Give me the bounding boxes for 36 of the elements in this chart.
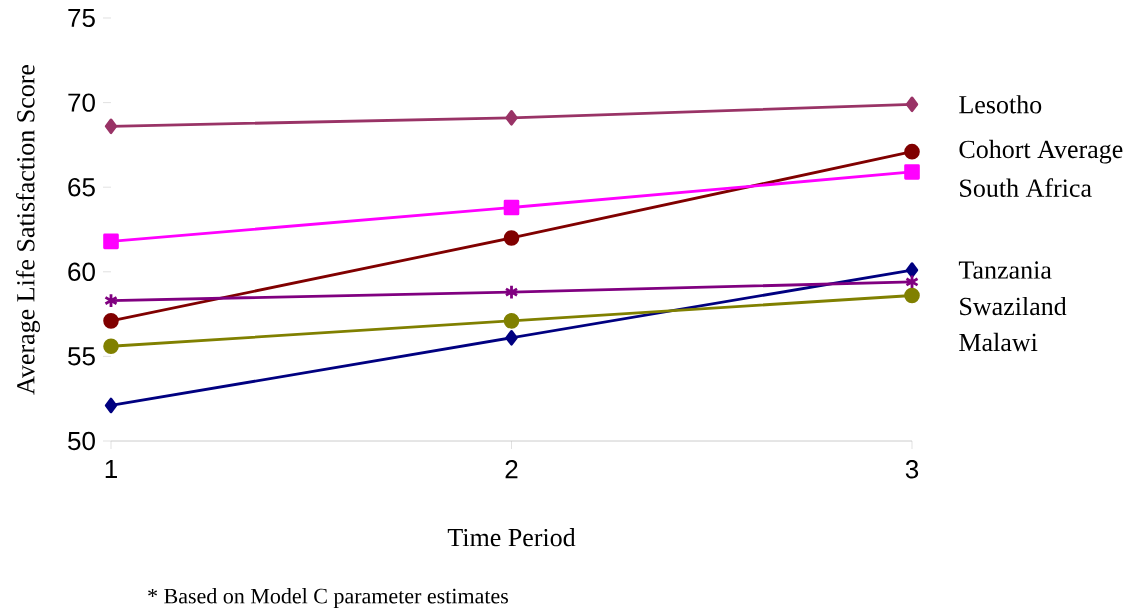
y-tick-label: 75 — [68, 8, 95, 28]
series-label: Tanzania — [958, 261, 1052, 279]
y-tick-label: 65 — [68, 177, 95, 197]
x-tick-label: 2 — [505, 460, 518, 479]
x-axis-title: Time Period — [447, 528, 576, 547]
text: * Based on Model C parameter estimates — [148, 588, 508, 608]
point — [103, 313, 119, 329]
text: Malawi — [959, 332, 1038, 352]
point — [505, 110, 518, 126]
point — [905, 274, 919, 290]
x-tick-label: 1 — [105, 460, 117, 478]
y-tick-label: 55 — [68, 347, 95, 366]
y-tick-label: 60 — [68, 262, 95, 281]
series-label: Cohort Average — [959, 139, 1123, 164]
point — [503, 199, 520, 216]
series-label: Swaziland — [960, 296, 1067, 316]
point — [904, 164, 920, 180]
point — [103, 338, 119, 355]
point — [904, 143, 920, 160]
x-tick-label: 3 — [905, 460, 919, 479]
point — [103, 233, 119, 250]
y-tick-label: 50 — [68, 431, 95, 451]
point — [104, 397, 118, 414]
point — [905, 262, 919, 278]
point — [503, 313, 520, 329]
y-axis-title: Average Life Satisfaction Score — [16, 64, 40, 395]
point — [904, 287, 920, 304]
series-label: South Africa — [960, 178, 1092, 197]
point — [104, 118, 118, 135]
point — [504, 284, 519, 300]
point — [503, 230, 520, 246]
series-label: Lesotho — [959, 95, 1042, 114]
y-tick-label: 70 — [68, 93, 95, 112]
point — [505, 329, 518, 346]
point — [905, 96, 919, 113]
point — [104, 292, 118, 309]
